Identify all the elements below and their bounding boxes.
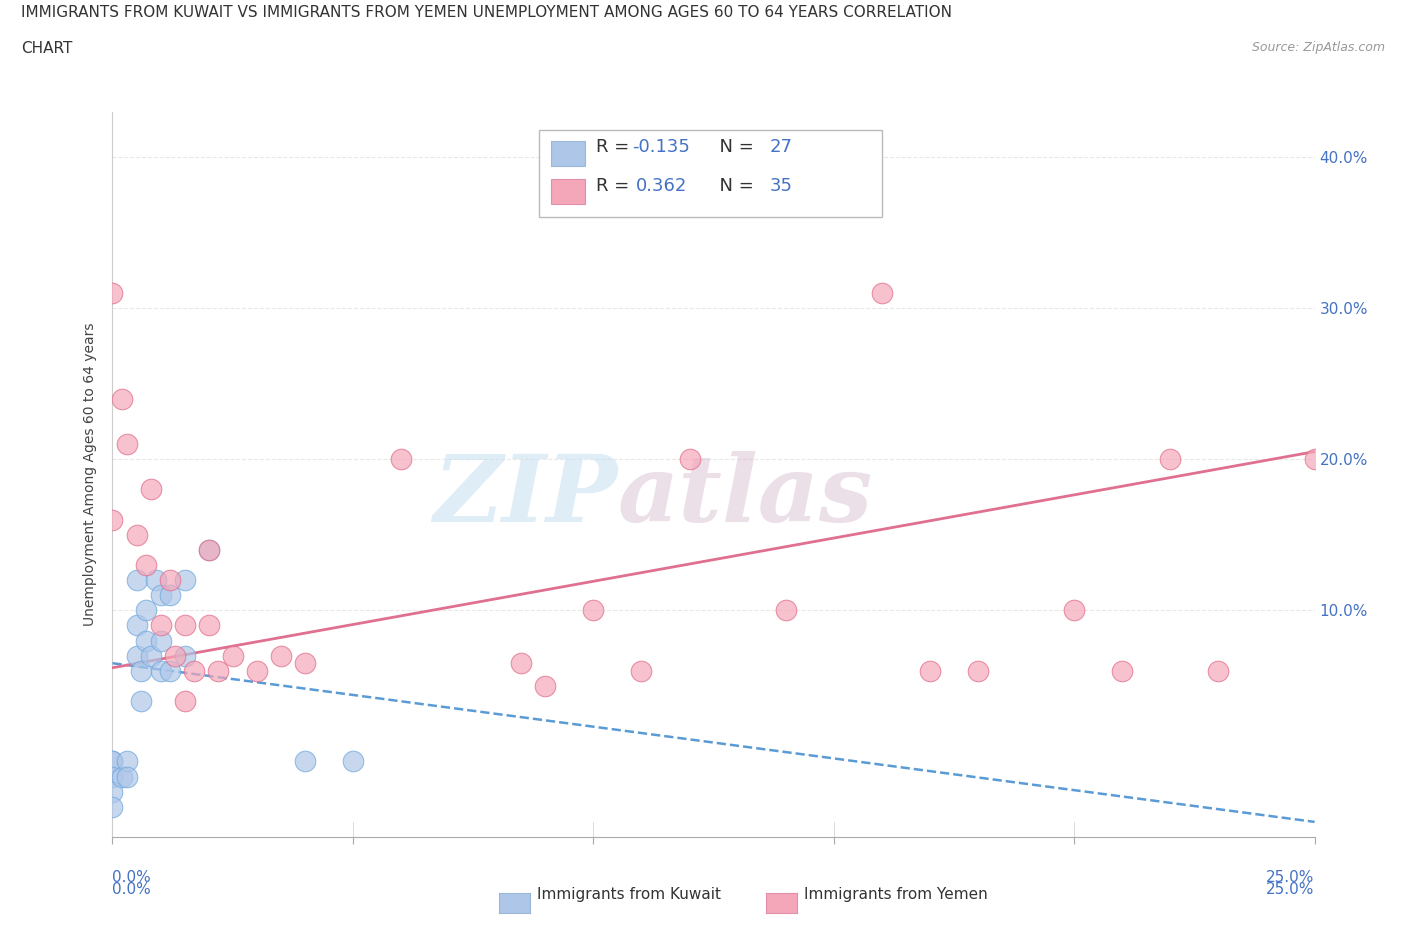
Point	[111, 769, 134, 784]
Text: IMMIGRANTS FROM KUWAIT VS IMMIGRANTS FROM YEMEN UNEMPLOYMENT AMONG AGES 60 TO 64: IMMIGRANTS FROM KUWAIT VS IMMIGRANTS FRO…	[21, 5, 952, 20]
Point	[534, 679, 557, 694]
Text: 25.0%: 25.0%	[1267, 882, 1315, 897]
Text: 0.0%: 0.0%	[112, 870, 152, 884]
Point	[294, 656, 316, 671]
Text: N =: N =	[707, 139, 759, 156]
Point	[173, 648, 195, 663]
Point	[1063, 603, 1085, 618]
Point	[101, 754, 124, 769]
Text: atlas: atlas	[617, 451, 873, 541]
Point	[131, 663, 153, 678]
Point	[582, 603, 605, 618]
Point	[1111, 663, 1133, 678]
Point	[1208, 663, 1230, 678]
Point	[135, 633, 157, 648]
Text: CHART: CHART	[21, 41, 73, 56]
Text: 35: 35	[770, 177, 793, 195]
Text: N =: N =	[707, 177, 759, 195]
Point	[197, 542, 219, 557]
Point	[163, 648, 186, 663]
Point	[135, 558, 157, 573]
Text: R =: R =	[596, 139, 634, 156]
Point	[270, 648, 292, 663]
Point	[342, 754, 364, 769]
Point	[115, 437, 138, 452]
Text: 0.0%: 0.0%	[112, 882, 152, 897]
Point	[111, 392, 134, 406]
Y-axis label: Unemployment Among Ages 60 to 64 years: Unemployment Among Ages 60 to 64 years	[83, 323, 97, 626]
Point	[101, 754, 124, 769]
Point	[967, 663, 990, 678]
Point	[197, 542, 219, 557]
Text: Immigrants from Yemen: Immigrants from Yemen	[804, 887, 988, 902]
Text: 25.0%: 25.0%	[1267, 870, 1315, 884]
Point	[183, 663, 205, 678]
Point	[870, 286, 893, 300]
Point	[173, 618, 195, 633]
Point	[1159, 452, 1181, 467]
Point	[125, 527, 148, 542]
Point	[173, 694, 195, 709]
Point	[630, 663, 652, 678]
Point	[678, 452, 700, 467]
Point	[207, 663, 229, 678]
Text: Immigrants from Kuwait: Immigrants from Kuwait	[537, 887, 721, 902]
Point	[139, 482, 162, 497]
Point	[159, 573, 181, 588]
Point	[510, 656, 533, 671]
Text: 0.362: 0.362	[636, 177, 686, 195]
Text: ZIP: ZIP	[433, 451, 617, 541]
Point	[149, 663, 172, 678]
Point	[246, 663, 269, 678]
Point	[918, 663, 941, 678]
Point	[1303, 452, 1326, 467]
Point	[389, 452, 412, 467]
FancyBboxPatch shape	[540, 130, 882, 217]
Point	[125, 573, 148, 588]
Point	[115, 754, 138, 769]
Point	[149, 633, 172, 648]
Point	[131, 694, 153, 709]
Text: R =: R =	[596, 177, 634, 195]
Bar	[551, 140, 585, 166]
Text: -0.135: -0.135	[631, 139, 690, 156]
Point	[101, 512, 124, 527]
Point	[125, 648, 148, 663]
Point	[101, 286, 124, 300]
Point	[145, 573, 167, 588]
Point	[197, 618, 219, 633]
Point	[101, 800, 124, 815]
Point	[125, 618, 148, 633]
Point	[101, 769, 124, 784]
Point	[159, 663, 181, 678]
Point	[149, 618, 172, 633]
Point	[101, 784, 124, 799]
Point	[173, 573, 195, 588]
Text: Source: ZipAtlas.com: Source: ZipAtlas.com	[1251, 41, 1385, 54]
Point	[775, 603, 797, 618]
Point	[115, 769, 138, 784]
Point	[159, 588, 181, 603]
Point	[222, 648, 245, 663]
Point	[294, 754, 316, 769]
Point	[149, 588, 172, 603]
Bar	[551, 179, 585, 205]
Text: 27: 27	[770, 139, 793, 156]
Point	[139, 648, 162, 663]
Point	[135, 603, 157, 618]
